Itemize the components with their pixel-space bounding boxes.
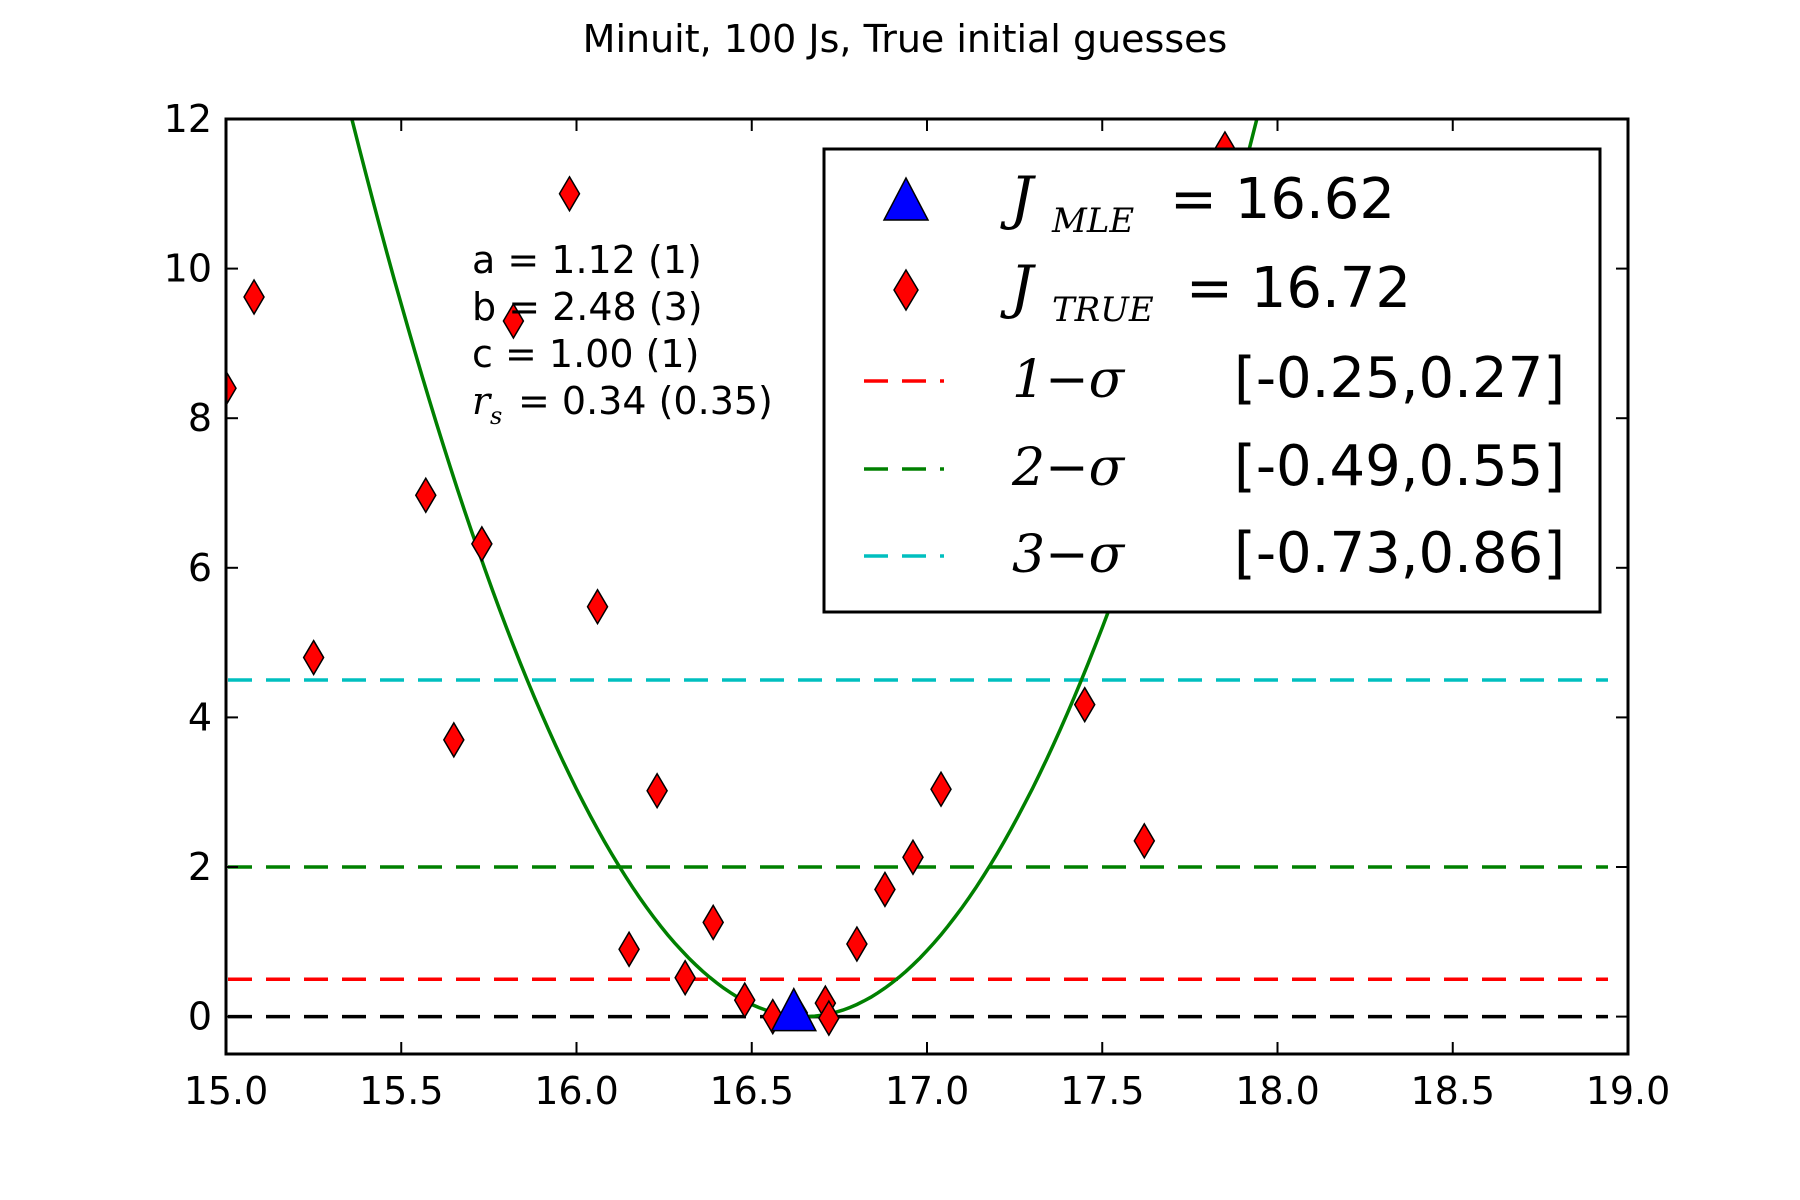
x-tick-label: 15.5: [359, 1069, 444, 1113]
legend-sigma1-range: [-0.25,0.27]: [1234, 346, 1565, 411]
true-point-marker: [1073, 686, 1096, 724]
x-tick-label: 18.0: [1235, 1069, 1320, 1113]
annotation-line-b: b = 2.48 (3): [472, 285, 703, 329]
legend-sigma3-range: [-0.73,0.86]: [1234, 521, 1565, 586]
true-point-marker: [414, 476, 437, 514]
legend-sigma1-label: 1−σ: [1012, 350, 1126, 410]
true-point-marker: [302, 639, 325, 677]
true-point-marker: [226, 369, 237, 407]
legend-mle-value: = 16.62: [1170, 167, 1395, 232]
true-point-marker: [817, 999, 840, 1037]
legend-true-subscript: TRUE: [1052, 290, 1154, 330]
x-tick-label: 15.0: [184, 1069, 269, 1113]
legend-true-value: = 16.72: [1186, 256, 1411, 321]
annotation-line-rs: = 0.34 (0.35): [518, 379, 773, 423]
y-tick-label: 6: [188, 546, 212, 590]
true-point-marker: [470, 525, 493, 563]
axis-ticks: 15.0 15.5 16.0 16.5 17.0 17.5 18.0 18.5 19.0 0 2 4 6…: [164, 97, 1671, 1113]
data-points: [226, 130, 1236, 1037]
true-point-marker: [586, 588, 609, 626]
y-tick-label: 10: [164, 247, 212, 291]
true-point-marker: [733, 981, 756, 1019]
true-point-marker: [1133, 822, 1156, 860]
x-tick-label: 18.5: [1410, 1069, 1495, 1113]
true-point-marker: [243, 278, 265, 316]
fit-curve-line: [350, 119, 1259, 1019]
plot-area: [226, 119, 1608, 1037]
annotation-line-c: c = 1.00 (1): [472, 332, 699, 376]
y-tick-label: 8: [188, 396, 212, 440]
legend-sigma3-label: 3−σ: [1012, 525, 1126, 585]
chart-legend: J MLE = 16.62 J TRUE = 16.72 1−σ [-0.25,…: [822, 147, 1602, 614]
y-tick-label: 12: [164, 97, 212, 141]
true-point-marker: [618, 930, 640, 968]
chart-title: Minuit, 100 Js, True initial guesses: [583, 17, 1228, 61]
annotation-rs-subscript: s: [490, 402, 502, 430]
true-point-marker: [442, 721, 465, 759]
legend-mle-marker: [882, 176, 930, 221]
true-point-marker: [558, 175, 581, 213]
legend-sigma2-range: [-0.49,0.55]: [1234, 434, 1565, 499]
true-point-marker: [646, 772, 668, 810]
annotation-rs-symbol: r: [472, 379, 493, 423]
legend-sigma2-label: 2−σ: [1011, 438, 1126, 498]
true-point-marker: [674, 959, 697, 997]
x-tick-label: 19.0: [1586, 1069, 1671, 1113]
true-point-marker: [930, 770, 952, 808]
x-tick-label: 16.5: [709, 1069, 794, 1113]
true-point-marker: [902, 838, 924, 876]
true-point-marker: [874, 870, 896, 908]
x-tick-label: 16.0: [534, 1069, 619, 1113]
mle-point-marker: [770, 986, 818, 1032]
legend-true-marker: [893, 268, 919, 312]
fit-parameters-annotation: a = 1.12 (1) b = 2.48 (3) c = 1.00 (1) r…: [472, 238, 773, 430]
x-tick-label: 17.5: [1060, 1069, 1145, 1113]
x-tick-label: 17.0: [885, 1069, 970, 1113]
legend-box: [822, 147, 1602, 614]
y-tick-label: 0: [188, 995, 212, 1039]
y-tick-label: 2: [188, 845, 212, 889]
annotation-line-a: a = 1.12 (1): [472, 238, 702, 282]
true-point-marker: [502, 302, 525, 340]
true-point-marker: [702, 903, 725, 941]
true-point-marker: [846, 925, 868, 963]
y-tick-label: 4: [188, 695, 212, 739]
legend-mle-subscript: MLE: [1051, 201, 1134, 241]
